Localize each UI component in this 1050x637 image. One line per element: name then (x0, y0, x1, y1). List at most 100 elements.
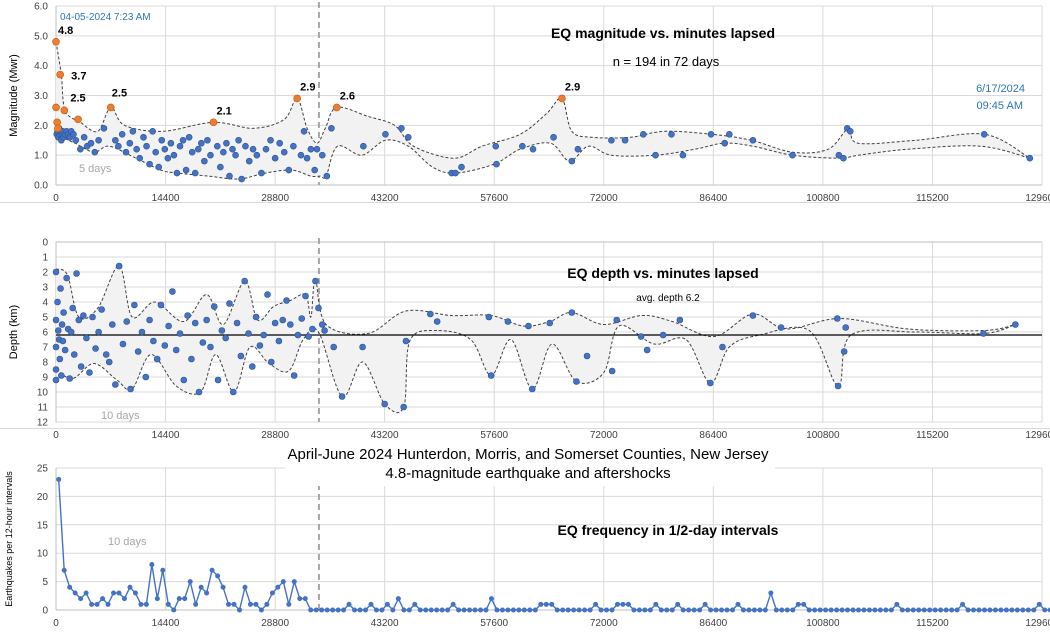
frequency-point (921, 607, 927, 613)
frequency-point (910, 607, 916, 613)
frequency-point (187, 579, 193, 585)
frequency-point (313, 607, 319, 613)
panel-separator (0, 202, 1050, 203)
frequency-point (664, 607, 670, 613)
data-point (313, 145, 321, 153)
data-point (87, 139, 95, 147)
data-point (315, 304, 322, 312)
data-point (568, 157, 576, 165)
frequency-point (83, 590, 89, 596)
envelope-band (56, 41, 1030, 180)
frequency-point (609, 607, 615, 613)
data-point (176, 330, 184, 337)
y-tick-label: 1 (42, 253, 48, 264)
data-point (56, 355, 64, 363)
data-point (191, 319, 199, 327)
x-tick-label: 43200 (371, 193, 399, 204)
y-tick-label: 5 (42, 313, 48, 324)
frequency-point (866, 607, 872, 613)
frequency-point (746, 607, 752, 613)
data-point (89, 313, 96, 321)
data-point (640, 130, 647, 138)
frequency-point (434, 607, 440, 613)
frequency-point (341, 607, 347, 613)
frequency-point (916, 607, 922, 613)
data-point (338, 393, 346, 400)
data-point (198, 139, 205, 147)
frequency-point (516, 607, 522, 613)
data-point (95, 136, 102, 144)
frequency-point (949, 607, 955, 613)
highlight-value-label: 2.5 (112, 87, 127, 99)
frequency-point (905, 607, 911, 613)
frequency-point (226, 601, 232, 607)
data-point (707, 130, 715, 138)
frequency-point (768, 590, 774, 596)
data-point (179, 136, 187, 144)
data-point (287, 321, 294, 328)
data-point (276, 139, 283, 147)
data-point (980, 330, 987, 337)
frequency-point (549, 601, 555, 607)
x-tick-label: 86400 (699, 618, 727, 629)
x-tick-label: 0 (53, 193, 59, 204)
highlight-point (52, 103, 60, 112)
frequency-point (954, 607, 960, 613)
chart-subtitle: n = 194 in 72 days (613, 54, 720, 69)
frequency-point (779, 607, 785, 613)
data-point (108, 321, 116, 328)
frequency-point (801, 601, 807, 607)
frequency-point (171, 607, 177, 613)
highlight-value-label: 2.1 (216, 105, 231, 117)
data-point (290, 142, 297, 150)
data-point (100, 125, 108, 132)
frequency-point (510, 607, 516, 613)
data-point (318, 321, 326, 328)
data-point (290, 372, 298, 379)
y-tick-label: 5.0 (34, 31, 48, 42)
frequency-point (598, 607, 604, 613)
highlight-point (56, 70, 64, 79)
data-point (706, 379, 714, 387)
data-point (80, 133, 88, 141)
frequency-point (105, 601, 111, 607)
data-point (164, 154, 172, 162)
frequency-point (823, 607, 829, 613)
data-point (303, 154, 311, 162)
data-point (184, 312, 191, 319)
data-point (158, 136, 166, 144)
frequency-point (987, 607, 993, 613)
y-tick-label: 15 (37, 520, 49, 531)
frequency-point (505, 607, 511, 613)
data-point (188, 355, 195, 363)
y-tick-label: 6 (42, 328, 48, 339)
y-tick-label: 20 (37, 492, 49, 503)
x-tick-label: 72000 (590, 193, 618, 204)
data-point (115, 262, 123, 270)
frequency-point (467, 607, 473, 613)
frequency-point (719, 607, 725, 613)
frequency-point (554, 607, 560, 613)
frequency-point (686, 607, 692, 613)
y-tick-label: 2 (42, 268, 48, 279)
data-point (659, 331, 667, 339)
highlight-value-label: 2.6 (340, 90, 355, 102)
data-point (381, 400, 388, 408)
data-point (404, 133, 412, 141)
frequency-point (450, 601, 456, 607)
data-point (749, 136, 757, 144)
data-point (835, 151, 843, 159)
frequency-point (631, 607, 637, 613)
frequency-point (193, 601, 199, 607)
x-tick-label: 0 (53, 430, 59, 441)
frequency-point (784, 607, 790, 613)
frequency-point (1003, 607, 1009, 613)
frequency-point (620, 601, 626, 607)
data-point (182, 166, 190, 174)
data-point (271, 319, 279, 327)
data-point (519, 142, 526, 150)
data-point (112, 136, 119, 144)
frequency-point (521, 607, 527, 613)
data-point (608, 367, 616, 375)
